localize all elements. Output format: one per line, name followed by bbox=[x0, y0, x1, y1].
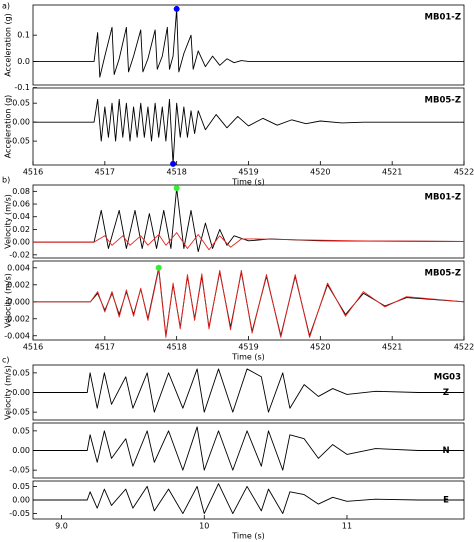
trace bbox=[33, 368, 464, 413]
component-label: N bbox=[442, 446, 449, 456]
y-tick-label: 0.05 bbox=[12, 426, 30, 435]
x-tick-label: 4522 bbox=[454, 168, 474, 177]
x-tick-label: 4522 bbox=[454, 343, 474, 352]
y-tick-label: 0.05 bbox=[12, 368, 30, 377]
x-axis-label: Time (s) bbox=[231, 353, 265, 362]
station-label: MB05-Z bbox=[425, 96, 461, 106]
y-tick-label: -0.002 bbox=[4, 314, 30, 323]
x-tick-label: 4519 bbox=[238, 168, 258, 177]
y-axis-label: Acceleration (g) bbox=[4, 95, 13, 159]
component-label: Z bbox=[443, 388, 449, 398]
y-tick-label: 0.06 bbox=[12, 200, 30, 209]
y-tick-label: -0.05 bbox=[9, 137, 30, 146]
plot-frame bbox=[32, 422, 465, 479]
y-axis-label: Velocity (m/s) bbox=[4, 194, 13, 249]
y-tick-label: -0.05 bbox=[9, 466, 30, 475]
x-tick-label: 4517 bbox=[95, 343, 115, 352]
x-tick-label: 4521 bbox=[382, 168, 402, 177]
y-tick-label: -0.05 bbox=[9, 509, 30, 518]
y-tick-label: 0.1 bbox=[17, 31, 30, 40]
y-tick-label: 0.00 bbox=[12, 118, 30, 127]
x-tick-label: 9.0 bbox=[55, 522, 68, 531]
plot-frame bbox=[32, 364, 465, 421]
y-tick-label: 0.004 bbox=[7, 263, 30, 272]
trace bbox=[33, 267, 465, 337]
station-label: MB01-Z bbox=[425, 193, 461, 203]
trace bbox=[33, 269, 465, 338]
trace bbox=[33, 8, 464, 78]
x-tick-label: 4520 bbox=[310, 343, 330, 352]
trace bbox=[33, 98, 464, 165]
panel-label: a) bbox=[2, 2, 10, 11]
y-tick-label: 0.002 bbox=[7, 280, 30, 289]
panel-label: c) bbox=[2, 356, 10, 365]
y-tick-label: 0.02 bbox=[12, 225, 30, 234]
x-tick-label: 10 bbox=[199, 522, 209, 531]
y-axis-label: Velocity (m/s) bbox=[4, 365, 13, 420]
y-tick-label: 0.08 bbox=[12, 187, 30, 196]
y-axis-label: Velocity (m/s) bbox=[4, 273, 13, 328]
y-tick-label: -0.004 bbox=[4, 331, 30, 340]
panel-label: b) bbox=[2, 176, 10, 185]
plot-frame bbox=[32, 4, 465, 86]
station-label: MB05-Z bbox=[425, 269, 461, 279]
y-tick-label: 0.000 bbox=[7, 297, 30, 306]
peak-marker bbox=[155, 264, 162, 271]
x-tick-label: 4521 bbox=[382, 343, 402, 352]
y-tick-label: 0.00 bbox=[12, 496, 30, 505]
plot-frame bbox=[32, 184, 465, 259]
y-tick-label: -0.02 bbox=[9, 250, 30, 259]
component-label: E bbox=[443, 496, 449, 506]
x-axis-label: Time (s) bbox=[231, 178, 265, 187]
trace bbox=[33, 232, 465, 251]
y-tick-label: -0.05 bbox=[9, 408, 30, 417]
y-tick-label: 0.00 bbox=[12, 446, 30, 455]
y-tick-label: 0.05 bbox=[12, 99, 30, 108]
trace bbox=[33, 426, 464, 471]
trace bbox=[33, 187, 465, 253]
peak-marker bbox=[170, 160, 177, 167]
y-tick-label: 0.00 bbox=[12, 238, 30, 247]
x-tick-label: 4516 bbox=[23, 168, 43, 177]
x-tick-label: 4520 bbox=[310, 168, 330, 177]
trace bbox=[33, 483, 464, 515]
x-axis-label: Time (s) bbox=[231, 532, 265, 541]
y-tick-label: -0.1 bbox=[14, 83, 30, 92]
y-tick-label: 0.0 bbox=[17, 57, 30, 66]
y-axis-label: Acceleration (g) bbox=[4, 13, 13, 77]
x-tick-label: 4518 bbox=[166, 168, 186, 177]
x-tick-label: 4517 bbox=[95, 168, 115, 177]
y-tick-label: 0.00 bbox=[12, 388, 30, 397]
station-label: MG03 bbox=[434, 373, 461, 383]
station-label: MB01-Z bbox=[425, 13, 461, 23]
y-tick-label: 0.05 bbox=[12, 482, 30, 491]
x-tick-label: 4519 bbox=[238, 343, 258, 352]
y-tick-label: 0.04 bbox=[12, 212, 30, 221]
x-tick-label: 11 bbox=[342, 522, 352, 531]
x-tick-label: 4516 bbox=[23, 343, 43, 352]
x-tick-label: 4518 bbox=[166, 343, 186, 352]
peak-marker bbox=[173, 5, 180, 12]
peak-marker bbox=[173, 185, 180, 192]
